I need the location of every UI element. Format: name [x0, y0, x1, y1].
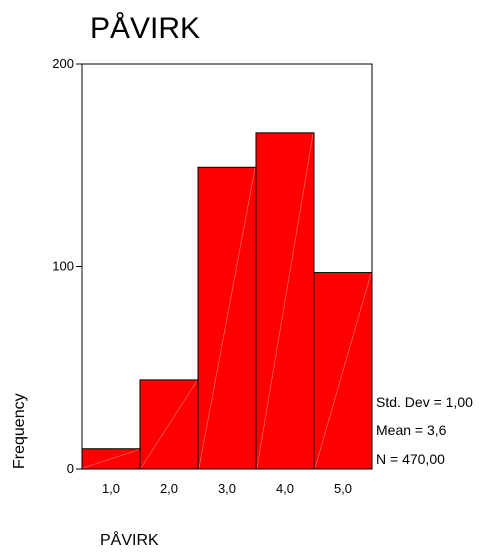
- stat-mean: Mean = 3,6: [376, 422, 447, 438]
- bars-group: [81, 132, 373, 470]
- stat-n: N = 470,00: [376, 451, 445, 467]
- y-tick-label: 200: [52, 56, 74, 71]
- x-axis-ticks: 1,0 2,0 3,0 4,0 5,0: [102, 481, 352, 496]
- x-tick-label: 4,0: [276, 481, 294, 496]
- x-axis-label: PÅVIRK: [100, 530, 159, 549]
- plot-frame-outline: [81, 63, 373, 470]
- y-axis-ticks: 0 100 200: [52, 56, 82, 476]
- x-tick-label: 5,0: [334, 481, 352, 496]
- bar-hatch-line: [314, 273, 372, 469]
- y-tick-label: 100: [52, 259, 74, 274]
- x-tick-label: 1,0: [102, 481, 120, 496]
- y-axis-label: Frequency: [11, 393, 28, 469]
- bar-hatch-line: [82, 449, 140, 469]
- x-tick-label: 3,0: [218, 481, 236, 496]
- y-tick-label: 0: [67, 461, 74, 476]
- bar-hatch-line: [198, 168, 256, 469]
- chart-title: PÅVIRK: [90, 12, 200, 45]
- bar-hatch-line: [140, 380, 198, 469]
- bar-hatch-line: [256, 133, 314, 469]
- x-tick-label: 2,0: [160, 481, 178, 496]
- stat-std-dev: Std. Dev = 1,00: [376, 394, 473, 410]
